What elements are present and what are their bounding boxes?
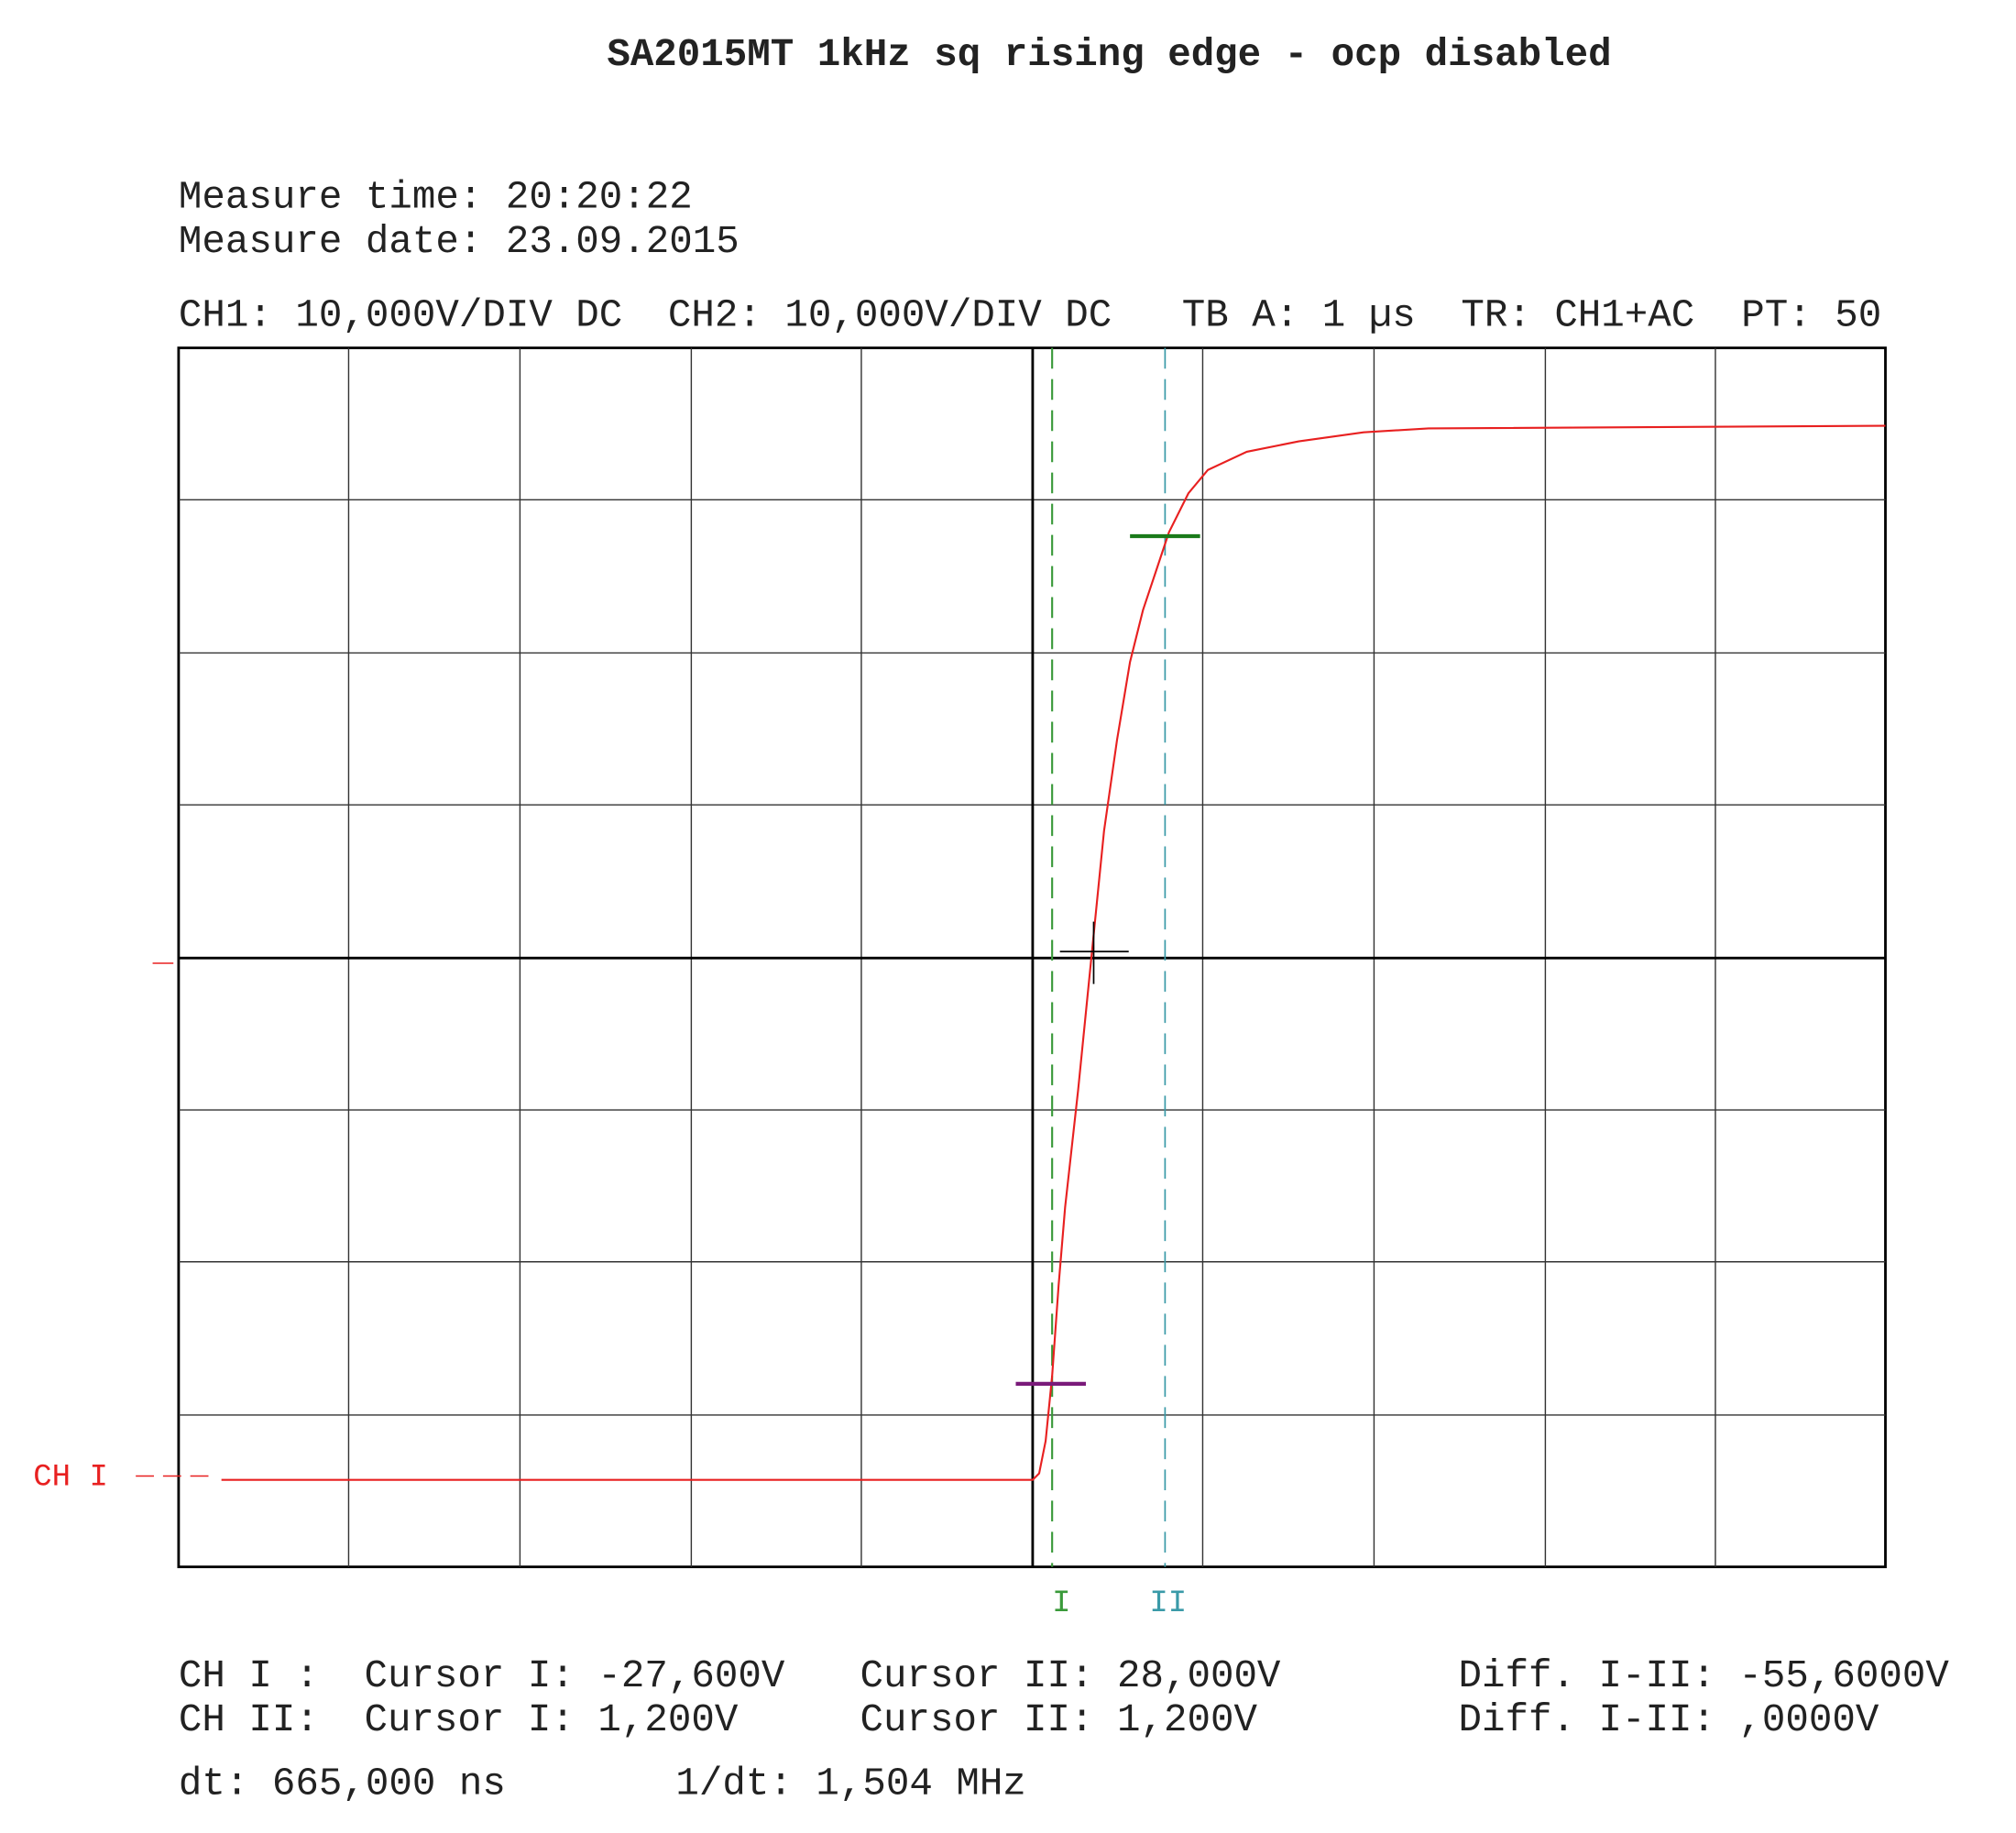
setting: TB A: 1 µs: [1182, 294, 1416, 338]
readout: Diff. I-II: ,0000V: [1459, 1698, 1879, 1742]
crosshair: [1059, 921, 1129, 984]
grid: [177, 346, 1887, 1569]
readout: CH I :: [179, 1654, 319, 1698]
dt: dt: 665,000 ns: [179, 1762, 506, 1806]
readout: Cursor II: 1,200V: [860, 1698, 1258, 1742]
channel-label: CH I: [33, 1460, 108, 1495]
readout: Cursor I: -27,600V: [364, 1654, 784, 1698]
readout: CH II:: [179, 1698, 319, 1742]
measure-date: Measure date: 23.09.2015: [179, 220, 740, 264]
setting: PT: 50: [1741, 294, 1881, 338]
measure-time: Measure time: 20:20:22: [179, 176, 693, 220]
inverse-dt: 1/dt: 1,504 MHz: [675, 1762, 1025, 1806]
title: SA2015MT 1kHz sq rising edge - ocp disab…: [607, 33, 1611, 77]
cursor-label: I: [1052, 1586, 1070, 1621]
readout: Diff. I-II: -55,6000V: [1459, 1654, 1950, 1698]
setting: CH2: 10,000V/DIV DC: [668, 294, 1112, 338]
setting: CH1: 10,000V/DIV DC: [179, 294, 622, 338]
setting: TR: CH1+AC: [1461, 294, 1694, 338]
center-axes: [178, 347, 1886, 1567]
readout: Cursor I: 1,200V: [364, 1698, 738, 1742]
cursor-label: II: [1149, 1586, 1187, 1621]
waveform: [221, 424, 1886, 1481]
readout: Cursor II: 28,000V: [860, 1654, 1281, 1698]
